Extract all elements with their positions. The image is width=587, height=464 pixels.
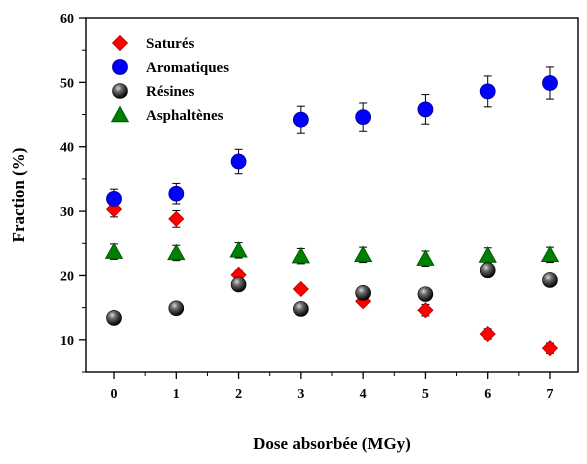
data-point-sphere	[293, 301, 309, 317]
data-point-diamond	[417, 302, 434, 319]
y-tick-label: 10	[60, 334, 74, 349]
legend-label: Saturés	[146, 36, 194, 52]
data-point-sphere	[417, 286, 434, 302]
y-axis-title: Fraction (%)	[9, 148, 28, 243]
x-tick-label: 1	[173, 387, 180, 402]
data-point-diamond	[168, 210, 185, 227]
y-tick-label: 60	[60, 12, 74, 27]
data-point-sphere	[168, 300, 185, 317]
data-point-diamond	[292, 280, 309, 298]
x-tick-label: 0	[111, 387, 118, 402]
data-point-circle	[417, 101, 434, 118]
legend-label: Aromatiques	[146, 60, 229, 76]
data-point-diamond	[541, 340, 559, 357]
data-point-circle	[230, 153, 247, 170]
x-tick-label: 3	[297, 387, 304, 402]
x-axis-title: Dose absorbée (MGy)	[253, 434, 411, 453]
data-point-triangle	[353, 245, 373, 263]
x-tick-label: 2	[235, 387, 242, 402]
x-tick-label: 4	[360, 387, 367, 402]
legend-label: Asphaltènes	[146, 108, 224, 124]
legend-marker-diamond	[111, 34, 129, 52]
axis-ticks: 0 1 2 3 4 5 6 7 10 20 30 40 50 60	[60, 12, 553, 402]
data-point-circle	[168, 185, 185, 202]
data-point-circle	[479, 83, 496, 100]
data-point-circle	[292, 111, 309, 128]
data-point-sphere	[355, 285, 371, 301]
data-point-sphere	[230, 276, 247, 293]
legend: Saturés Aromatiques Résines Asphaltènes	[110, 34, 229, 124]
data-point-triangle	[540, 245, 560, 263]
y-tick-label: 30	[60, 205, 74, 220]
data-point-diamond	[479, 325, 496, 343]
legend-marker-circle	[112, 59, 128, 75]
data-point-sphere	[106, 310, 122, 326]
x-tick-label: 5	[422, 387, 429, 402]
legend-label: Résines	[146, 84, 194, 100]
x-tick-label: 7	[546, 387, 553, 402]
x-tick-label: 6	[484, 387, 491, 402]
data-point-circle	[106, 190, 122, 207]
data-point-circle	[355, 109, 372, 126]
data-point-triangle	[478, 246, 497, 263]
data-point-sphere	[542, 272, 558, 288]
legend-marker-sphere	[112, 83, 128, 99]
data-point-sphere	[479, 262, 496, 279]
data-point-triangle	[416, 249, 435, 266]
data-point-triangle	[104, 242, 124, 259]
legend-marker-triangle	[110, 105, 130, 123]
data-point-triangle	[167, 243, 186, 261]
data-point-triangle	[291, 246, 311, 264]
data-point-triangle	[229, 241, 248, 258]
data-points	[104, 75, 560, 357]
y-tick-label: 50	[60, 76, 74, 91]
y-tick-label: 20	[60, 269, 74, 284]
data-point-circle	[542, 75, 558, 91]
y-tick-label: 40	[60, 141, 74, 156]
